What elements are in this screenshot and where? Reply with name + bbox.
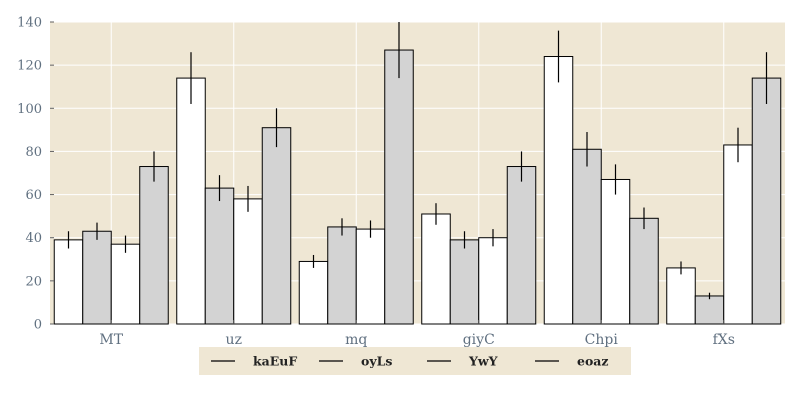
- bar: [629, 217, 659, 325]
- x-tick-label: uz: [226, 332, 242, 348]
- y-tick-label: 80: [25, 145, 42, 160]
- bar: [355, 228, 386, 325]
- bar: [666, 267, 696, 325]
- bar: [176, 77, 206, 325]
- x-tick-label: Chpi: [585, 332, 619, 348]
- bar: [543, 56, 574, 325]
- bar: [327, 226, 357, 325]
- bar: [261, 127, 292, 325]
- legend-label: kaEuF: [253, 354, 297, 369]
- y-tick-label: 40: [25, 231, 42, 246]
- error-bars: [67, 22, 768, 300]
- bar: [506, 166, 537, 325]
- legend-label: eoaz: [577, 354, 609, 369]
- bar: [139, 166, 169, 325]
- x-axis-ticks: MT uz mq giyC Chpi fXs: [99, 320, 735, 348]
- bar: [751, 77, 782, 325]
- y-tick-label: 0: [34, 318, 42, 333]
- y-tick-label: 140: [17, 16, 42, 31]
- bar: [421, 213, 451, 325]
- y-tick-label: 60: [25, 188, 42, 203]
- legend: kaEuF oyLs YwY eoaz: [199, 347, 631, 375]
- bar: [572, 148, 602, 325]
- bar: [478, 237, 508, 325]
- bars: [53, 49, 782, 325]
- x-tick-label: mq: [345, 332, 367, 348]
- bar: [53, 239, 84, 325]
- bar: [600, 178, 631, 325]
- x-tick-label: MT: [99, 332, 123, 348]
- bar: [204, 187, 235, 325]
- legend-label: oyLs: [361, 354, 392, 369]
- bar: [110, 243, 141, 325]
- bar: [723, 144, 753, 325]
- y-axis-ticks: 0 20 40 60 80 100 120 140: [17, 16, 54, 333]
- plot-area: [50, 22, 785, 324]
- legend-label: YwY: [468, 354, 499, 369]
- x-tick-label: giyC: [463, 332, 495, 348]
- y-tick-label: 20: [25, 274, 42, 289]
- x-tick-label: fXs: [713, 332, 735, 348]
- y-tick-label: 100: [17, 102, 42, 117]
- bar: [82, 230, 112, 325]
- bar: [694, 295, 725, 325]
- bar: [298, 260, 329, 325]
- y-tick-label: 120: [17, 59, 42, 74]
- bar: [384, 49, 414, 325]
- bar: [449, 239, 480, 325]
- bar: [233, 198, 263, 325]
